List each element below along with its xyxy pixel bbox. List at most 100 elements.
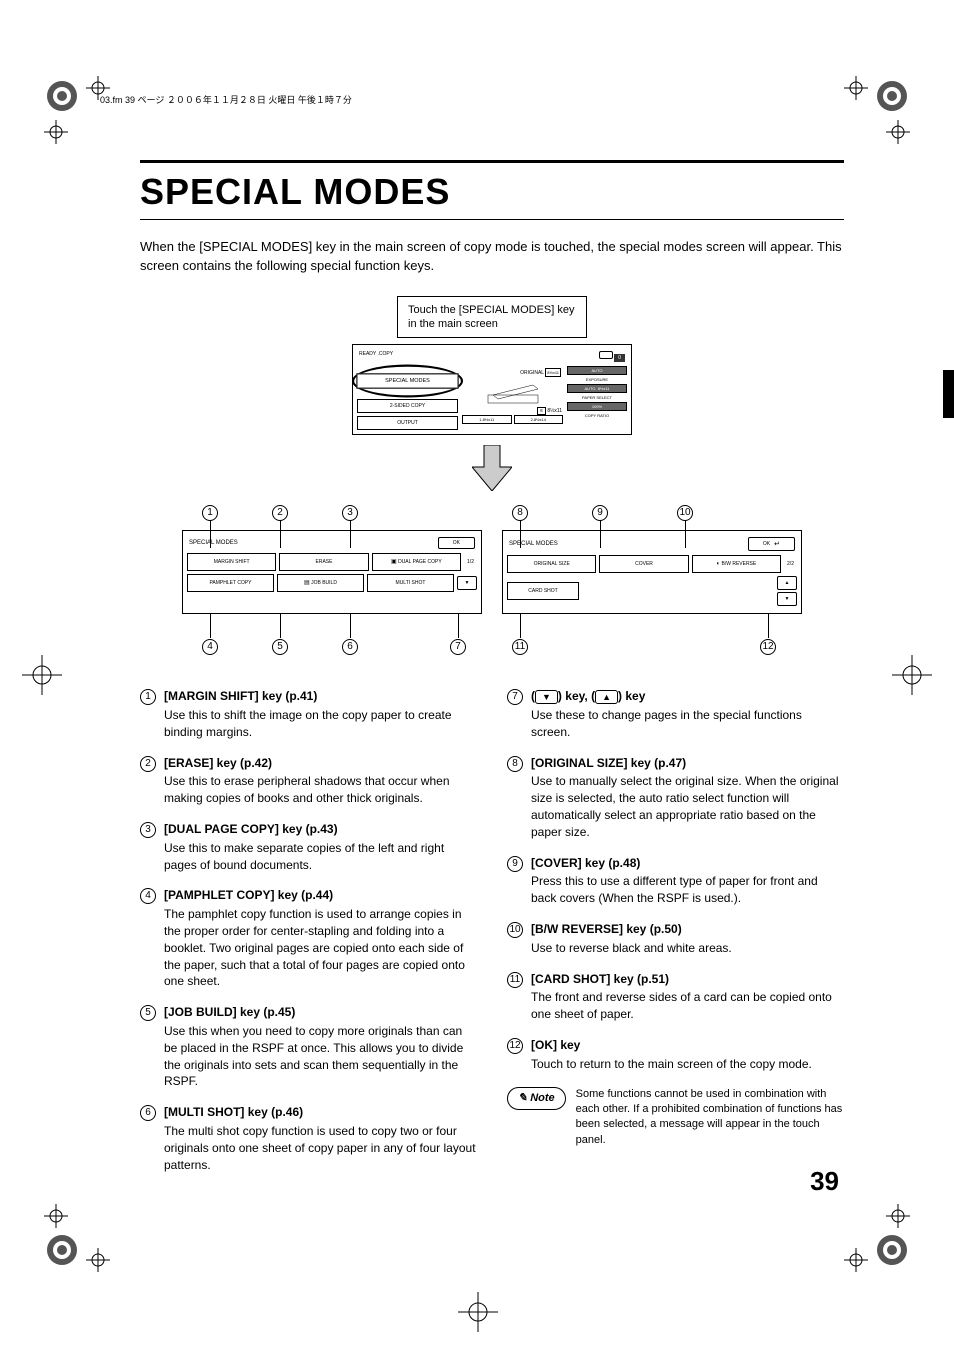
intro-text: When the [SPECIAL MODES] key in the main… bbox=[140, 238, 844, 276]
pencil-icon: ✎ bbox=[518, 1091, 527, 1106]
paper-size1: 8½x11 bbox=[547, 408, 562, 414]
paper-select-label: PAPER SELECT bbox=[567, 395, 627, 400]
key-item-11: 11 [CARD SHOT] key (p.51)The front and r… bbox=[507, 971, 844, 1023]
panels-row: SPECIAL MODES OK MARGIN SHIFT ERASE ▣ DU… bbox=[140, 530, 844, 614]
panel-1: SPECIAL MODES OK MARGIN SHIFT ERASE ▣ DU… bbox=[182, 530, 482, 614]
num-3: 3 bbox=[342, 505, 358, 521]
key-title: [JOB BUILD] key (p.45) bbox=[164, 1004, 477, 1021]
key-desc: Use this to erase peripheral shadows tha… bbox=[164, 773, 477, 807]
original-label: ORIGINAL bbox=[520, 370, 544, 376]
num-12: 12 bbox=[760, 639, 776, 655]
margin-shift-button[interactable]: MARGIN SHIFT bbox=[187, 553, 276, 571]
callout-box: Touch the [SPECIAL MODES] key in the mai… bbox=[397, 296, 587, 339]
key-desc: Use this when you need to copy more orig… bbox=[164, 1023, 477, 1090]
key-title: [COVER] key (p.48) bbox=[531, 855, 844, 872]
num-2: 2 bbox=[272, 505, 288, 521]
note-text: Some functions cannot be used in combina… bbox=[576, 1087, 844, 1149]
key-item-4: 4 [PAMPHLET COPY] key (p.44)The pamphlet… bbox=[140, 887, 477, 990]
key-desc: The multi shot copy function is used to … bbox=[164, 1123, 477, 1173]
auto-button[interactable]: AUTO bbox=[567, 366, 627, 375]
two-sided-button[interactable]: 2-SIDED COPY bbox=[357, 399, 458, 413]
ready-label: READY .COPY bbox=[359, 351, 393, 361]
card-shot-button[interactable]: CARD SHOT bbox=[507, 582, 579, 600]
page-title: SPECIAL MODES bbox=[140, 160, 844, 220]
special-modes-button[interactable]: SPECIAL MODES bbox=[356, 374, 458, 389]
panel-2: SPECIAL MODES OK ↵ ORIGINAL SIZE COVER ◐… bbox=[502, 530, 802, 614]
key-title: [MARGIN SHIFT] key (p.41) bbox=[164, 688, 477, 705]
key-title: [DUAL PAGE COPY] key (p.43) bbox=[164, 821, 477, 838]
key-item-1: 1 [MARGIN SHIFT] key (p.41)Use this to s… bbox=[140, 688, 477, 740]
tray1[interactable]: 1.8½x11 bbox=[462, 415, 512, 424]
copy-ratio-label: COPY RATIO bbox=[567, 413, 627, 418]
exposure-label: EXPOSURE bbox=[567, 377, 627, 382]
panel2-down-button[interactable]: ▼ bbox=[777, 592, 797, 606]
key-descriptions: 1 [MARGIN SHIFT] key (p.41)Use this to s… bbox=[140, 688, 844, 1187]
note-label: ✎Note bbox=[507, 1087, 566, 1110]
erase-button[interactable]: ERASE bbox=[279, 553, 368, 571]
key-title: [B/W REVERSE] key (p.50) bbox=[531, 921, 844, 938]
tray2[interactable]: 2.8½x14 bbox=[514, 415, 564, 424]
original-size-button[interactable]: ORIGINAL SIZE bbox=[507, 555, 596, 573]
panel1-ok[interactable]: OK bbox=[438, 537, 475, 549]
key-title: [PAMPHLET COPY] key (p.44) bbox=[164, 887, 477, 904]
key-desc: Use to reverse black and white areas. bbox=[531, 940, 844, 957]
job-build-button[interactable]: ▤ JOB BUILD bbox=[277, 574, 364, 592]
key-desc: Use these to change pages in the special… bbox=[531, 707, 844, 741]
key-item-12: 12 [OK] keyTouch to return to the main s… bbox=[507, 1037, 844, 1073]
pamphlet-button[interactable]: PAMPHLET COPY bbox=[187, 574, 274, 592]
key-title: [OK] key bbox=[531, 1037, 844, 1054]
col-left: 1 [MARGIN SHIFT] key (p.41)Use this to s… bbox=[140, 688, 477, 1187]
bw-reverse-button[interactable]: ◐ B/W REVERSE bbox=[692, 555, 781, 573]
key-title: [ORIGINAL SIZE] key (p.47) bbox=[531, 755, 844, 772]
key-title: [CARD SHOT] key (p.51) bbox=[531, 971, 844, 988]
multi-shot-button[interactable]: MULTI SHOT bbox=[367, 574, 454, 592]
key-desc: Use this to make separate copies of the … bbox=[164, 840, 477, 874]
key-title: (▼) key, (▲) key bbox=[531, 688, 844, 705]
num-4: 4 bbox=[202, 639, 218, 655]
key-desc: Use this to shift the image on the copy … bbox=[164, 707, 477, 741]
num-8: 8 bbox=[512, 505, 528, 521]
auto-paper[interactable]: AUTO 8½x11 bbox=[567, 384, 627, 393]
key-desc: Use to manually select the original size… bbox=[531, 773, 844, 840]
note-box: ✎Note Some functions cannot be used in c… bbox=[507, 1087, 844, 1149]
up-key-icon: ▲ bbox=[595, 690, 618, 704]
panel1-page: 1/2 bbox=[464, 559, 477, 565]
key-desc: The pamphlet copy function is used to ar… bbox=[164, 906, 477, 990]
num-9: 9 bbox=[592, 505, 608, 521]
page-number: 39 bbox=[810, 1166, 839, 1197]
output-button[interactable]: OUTPUT bbox=[357, 416, 458, 430]
key-item-3: 3 [DUAL PAGE COPY] key (p.43)Use this to… bbox=[140, 821, 477, 873]
feeder-icon bbox=[483, 381, 543, 405]
num-labels-bottom: 4 5 6 7 11 12 bbox=[140, 638, 844, 658]
copy-count: 0 bbox=[614, 354, 625, 362]
num-11: 11 bbox=[512, 639, 528, 655]
key-title: [ERASE] key (p.42) bbox=[164, 755, 477, 772]
panel1-down-button[interactable]: ▼ bbox=[457, 576, 477, 590]
key-item-2: 2 [ERASE] key (p.42)Use this to erase pe… bbox=[140, 755, 477, 807]
num-labels-top: 1 2 3 8 9 10 bbox=[140, 504, 844, 524]
key-item-6: 6 [MULTI SHOT] key (p.46)The multi shot … bbox=[140, 1104, 477, 1173]
ratio-button[interactable]: 100% bbox=[567, 402, 627, 411]
key-desc: The front and reverse sides of a card ca… bbox=[531, 989, 844, 1023]
key-desc: Touch to return to the main screen of th… bbox=[531, 1056, 844, 1073]
key-item-7: 7 (▼) key, (▲) key Use these to change p… bbox=[507, 688, 844, 740]
panel2-up-button[interactable]: ▲ bbox=[777, 576, 797, 590]
figure-area: Touch the [SPECIAL MODES] key in the mai… bbox=[140, 296, 844, 659]
num-10: 10 bbox=[677, 505, 693, 521]
key-item-10: 10 [B/W REVERSE] key (p.50)Use to revers… bbox=[507, 921, 844, 957]
down-key-icon: ▼ bbox=[535, 690, 558, 704]
num-1: 1 bbox=[202, 505, 218, 521]
key-item-5: 5 [JOB BUILD] key (p.45)Use this when yo… bbox=[140, 1004, 477, 1090]
chapter-tab: 3 bbox=[943, 370, 954, 418]
panel2-ok[interactable]: OK ↵ bbox=[748, 537, 795, 551]
num-6: 6 bbox=[342, 639, 358, 655]
panel2-page: 2/2 bbox=[784, 561, 797, 567]
cover-button[interactable]: COVER bbox=[599, 555, 688, 573]
panel1-title: SPECIAL MODES bbox=[189, 540, 238, 546]
orig-size: 8½x11 bbox=[545, 368, 561, 377]
num-7: 7 bbox=[450, 639, 466, 655]
col-right: 7 (▼) key, (▲) key Use these to change p… bbox=[507, 688, 844, 1187]
panel2-title: SPECIAL MODES bbox=[509, 541, 558, 547]
dual-page-button[interactable]: ▣ DUAL PAGE COPY bbox=[372, 553, 461, 571]
down-arrow-icon bbox=[472, 445, 512, 494]
